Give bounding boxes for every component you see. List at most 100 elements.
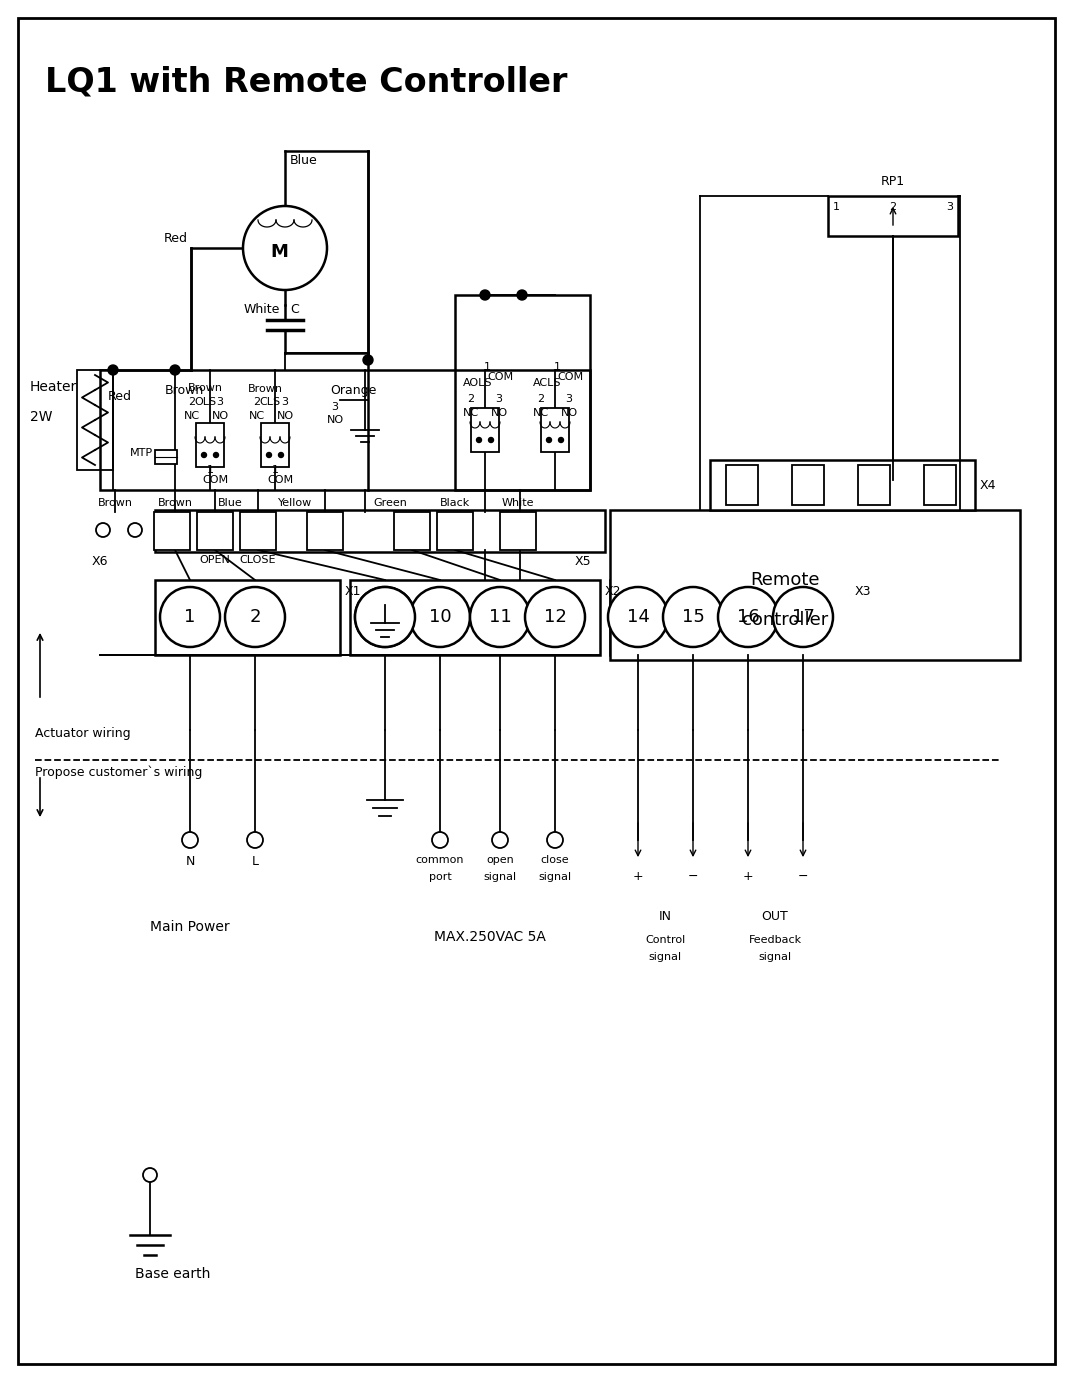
- Text: Blue: Blue: [218, 498, 242, 509]
- Bar: [77, 370, 113, 470]
- Text: X5: X5: [575, 556, 591, 568]
- Text: White: White: [502, 498, 534, 509]
- Text: +: +: [633, 871, 644, 883]
- Text: X4: X4: [980, 478, 997, 492]
- Bar: [350, 580, 600, 655]
- Text: NC: NC: [183, 410, 200, 422]
- Circle shape: [517, 290, 527, 300]
- Circle shape: [547, 832, 563, 849]
- Circle shape: [718, 587, 778, 647]
- Circle shape: [663, 587, 723, 647]
- Text: COM: COM: [267, 475, 293, 485]
- Circle shape: [559, 438, 563, 442]
- Text: controller: controller: [741, 611, 828, 629]
- Text: NO: NO: [277, 410, 294, 422]
- Bar: [196, 423, 224, 467]
- Text: AOLS: AOLS: [464, 379, 493, 388]
- Circle shape: [160, 587, 220, 647]
- Text: Green: Green: [373, 498, 407, 509]
- Text: ACLS: ACLS: [533, 379, 561, 388]
- Text: NO: NO: [211, 410, 229, 422]
- Bar: [197, 511, 233, 550]
- Text: 3: 3: [217, 397, 223, 408]
- Text: Heater: Heater: [30, 380, 77, 394]
- Text: 10: 10: [429, 608, 452, 626]
- Text: 17: 17: [792, 608, 814, 626]
- Circle shape: [225, 587, 285, 647]
- Text: NO: NO: [560, 408, 577, 417]
- Text: 14: 14: [627, 608, 649, 626]
- Text: Actuator wiring: Actuator wiring: [35, 727, 131, 739]
- Text: 3: 3: [565, 394, 573, 404]
- Text: Remote: Remote: [750, 571, 820, 589]
- Text: signal: signal: [759, 952, 792, 962]
- Text: Orange: Orange: [330, 384, 377, 397]
- Bar: [609, 580, 850, 655]
- Circle shape: [608, 587, 668, 647]
- Circle shape: [182, 832, 199, 849]
- Text: CLS: CLS: [259, 397, 280, 408]
- Circle shape: [493, 832, 508, 849]
- Circle shape: [355, 587, 415, 647]
- Bar: [455, 294, 590, 491]
- Text: signal: signal: [539, 872, 572, 882]
- Text: Blue: Blue: [290, 153, 318, 167]
- Circle shape: [108, 365, 118, 375]
- Bar: [924, 464, 956, 504]
- Text: COM: COM: [202, 475, 229, 485]
- Text: 3: 3: [332, 402, 338, 412]
- Text: 2: 2: [468, 394, 474, 404]
- Text: NC: NC: [533, 408, 549, 417]
- Text: RP1: RP1: [881, 176, 905, 188]
- Bar: [828, 196, 958, 236]
- Bar: [792, 464, 824, 504]
- Text: signal: signal: [484, 872, 516, 882]
- Text: IN: IN: [659, 909, 672, 923]
- Circle shape: [355, 587, 415, 647]
- Circle shape: [170, 365, 180, 375]
- Bar: [541, 408, 569, 452]
- Bar: [394, 511, 430, 550]
- Bar: [155, 510, 605, 551]
- Text: 1: 1: [185, 608, 195, 626]
- Text: port: port: [428, 872, 452, 882]
- Text: N: N: [186, 855, 194, 868]
- Bar: [155, 511, 190, 550]
- Text: 2: 2: [249, 608, 261, 626]
- Text: CLOSE: CLOSE: [239, 556, 276, 565]
- Bar: [710, 460, 975, 510]
- Circle shape: [202, 452, 206, 457]
- Text: Control: Control: [645, 936, 686, 945]
- Bar: [240, 511, 276, 550]
- Text: 2: 2: [253, 397, 261, 408]
- Text: MTP: MTP: [130, 448, 153, 457]
- Circle shape: [128, 522, 142, 538]
- Text: 1: 1: [484, 362, 490, 372]
- Text: Base earth: Base earth: [135, 1267, 210, 1281]
- Circle shape: [247, 832, 263, 849]
- Bar: [100, 370, 590, 491]
- Text: signal: signal: [648, 952, 681, 962]
- Text: Feedback: Feedback: [749, 936, 802, 945]
- Text: Red: Red: [108, 390, 132, 404]
- Circle shape: [470, 587, 530, 647]
- Text: OUT: OUT: [762, 909, 789, 923]
- Text: Main Power: Main Power: [150, 920, 230, 934]
- Text: OLS: OLS: [194, 397, 216, 408]
- Bar: [155, 580, 340, 655]
- Text: 2: 2: [538, 394, 545, 404]
- Text: Red: Red: [164, 232, 188, 245]
- Text: Brown: Brown: [98, 498, 132, 509]
- Circle shape: [546, 438, 552, 442]
- Text: 15: 15: [681, 608, 705, 626]
- Circle shape: [476, 438, 482, 442]
- Text: Propose customer`s wiring: Propose customer`s wiring: [35, 766, 203, 778]
- Text: MAX.250VAC 5A: MAX.250VAC 5A: [435, 930, 546, 944]
- Text: −: −: [797, 871, 808, 883]
- Text: 1: 1: [833, 202, 839, 211]
- Text: 2W: 2W: [30, 410, 53, 424]
- Text: White: White: [244, 303, 280, 316]
- Text: NC: NC: [249, 410, 265, 422]
- Circle shape: [143, 1168, 157, 1182]
- Text: Brown: Brown: [188, 383, 223, 392]
